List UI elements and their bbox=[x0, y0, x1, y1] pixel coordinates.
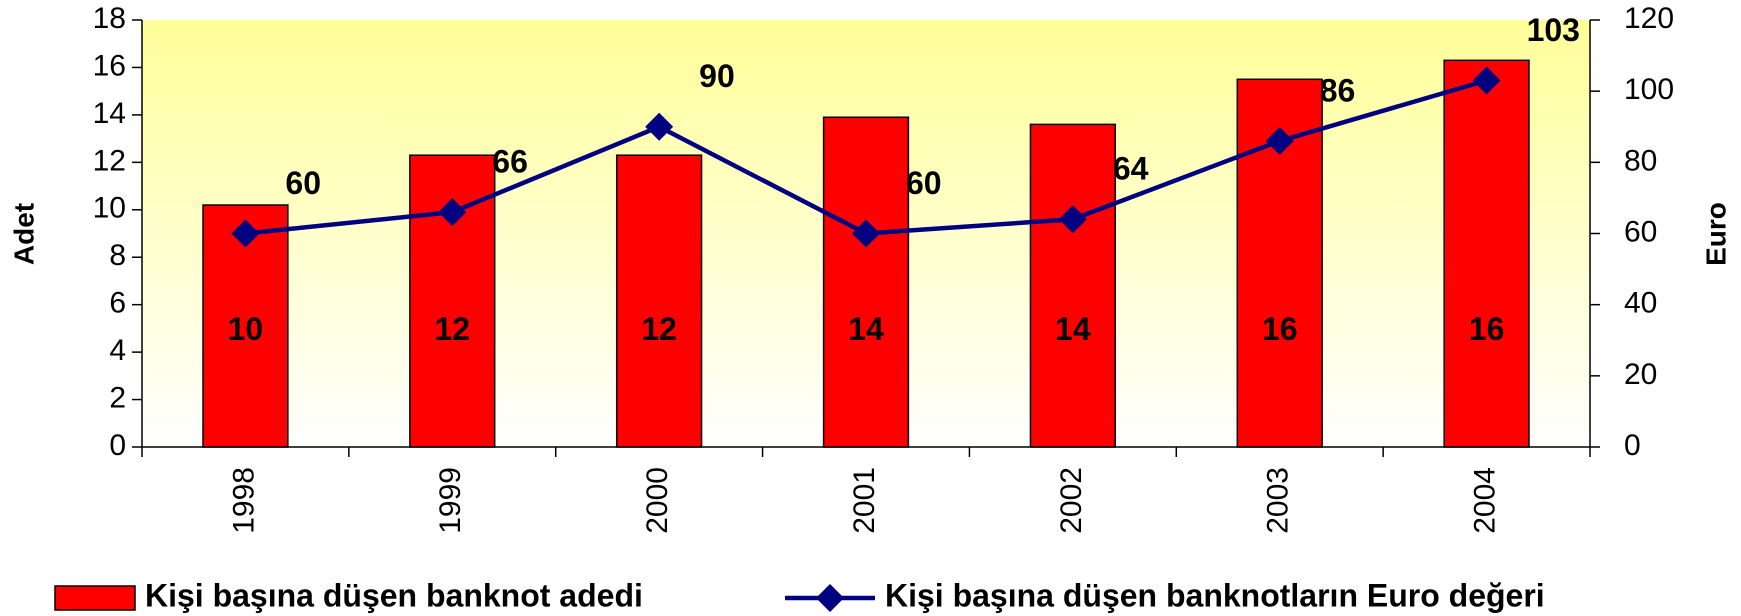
bar-value-label: 12 bbox=[641, 311, 677, 347]
bar-value-label: 12 bbox=[434, 311, 470, 347]
y-tick-label: 2 bbox=[109, 381, 126, 414]
line-value-label: 60 bbox=[285, 165, 321, 201]
marker bbox=[231, 219, 260, 248]
legend-marker bbox=[816, 584, 844, 612]
bar-value-label: 16 bbox=[1469, 311, 1505, 347]
y-tick-label: 14 bbox=[93, 97, 126, 130]
legend-swatch bbox=[54, 585, 136, 611]
y2-tick-label: 120 bbox=[1624, 2, 1674, 35]
y-tick-label: 10 bbox=[93, 192, 126, 225]
line-value-label: 103 bbox=[1527, 12, 1580, 48]
marker bbox=[645, 112, 674, 141]
bar-value-label: 14 bbox=[848, 311, 884, 347]
bar-value-label: 16 bbox=[1262, 311, 1298, 347]
marker bbox=[1058, 205, 1087, 234]
x-tick-label: 1998 bbox=[227, 467, 260, 534]
line-value-label: 86 bbox=[1320, 72, 1356, 108]
bar bbox=[1443, 59, 1530, 448]
x-tick-label: 1999 bbox=[434, 467, 467, 534]
y2-tick-label: 60 bbox=[1624, 215, 1657, 248]
y-axis-title: Adet bbox=[8, 203, 39, 265]
marker bbox=[438, 198, 467, 227]
y2-tick-label: 20 bbox=[1624, 358, 1657, 391]
x-tick-label: 2001 bbox=[848, 467, 881, 534]
y-tick-label: 18 bbox=[93, 2, 126, 35]
y2-tick-label: 100 bbox=[1624, 73, 1674, 106]
bar bbox=[1029, 123, 1117, 448]
bar-value-label: 14 bbox=[1055, 311, 1091, 347]
y2-axis-title: Euro bbox=[1700, 202, 1731, 266]
marker bbox=[1265, 126, 1294, 155]
y2-tick-label: 40 bbox=[1624, 287, 1657, 320]
line-value-label: 64 bbox=[1113, 151, 1149, 187]
x-tick-label: 2003 bbox=[1262, 467, 1295, 534]
x-tick-label: 2000 bbox=[641, 467, 674, 534]
y2-tick-label: 0 bbox=[1624, 429, 1641, 462]
y-tick-label: 6 bbox=[109, 287, 126, 320]
bar-value-label: 10 bbox=[228, 311, 264, 347]
x-tick-label: 2004 bbox=[1468, 467, 1501, 534]
line-value-label: 60 bbox=[906, 165, 942, 201]
legend-label: Kişi başına düşen banknotların Euro değe… bbox=[885, 577, 1545, 613]
line-value-label: 66 bbox=[492, 144, 528, 180]
line-value-label: 90 bbox=[699, 58, 735, 94]
legend-label: Kişi başına düşen banknot adedi bbox=[145, 577, 643, 613]
y-tick-label: 0 bbox=[109, 429, 126, 462]
y-tick-label: 12 bbox=[93, 144, 126, 177]
y-tick-label: 8 bbox=[109, 239, 126, 272]
marker bbox=[1472, 66, 1501, 95]
y2-tick-label: 80 bbox=[1624, 144, 1657, 177]
y-tick-label: 4 bbox=[109, 334, 126, 367]
bar bbox=[615, 154, 703, 448]
marker bbox=[852, 219, 880, 248]
x-tick-label: 2002 bbox=[1055, 467, 1088, 534]
y-tick-label: 16 bbox=[93, 49, 126, 82]
bar bbox=[822, 116, 910, 448]
